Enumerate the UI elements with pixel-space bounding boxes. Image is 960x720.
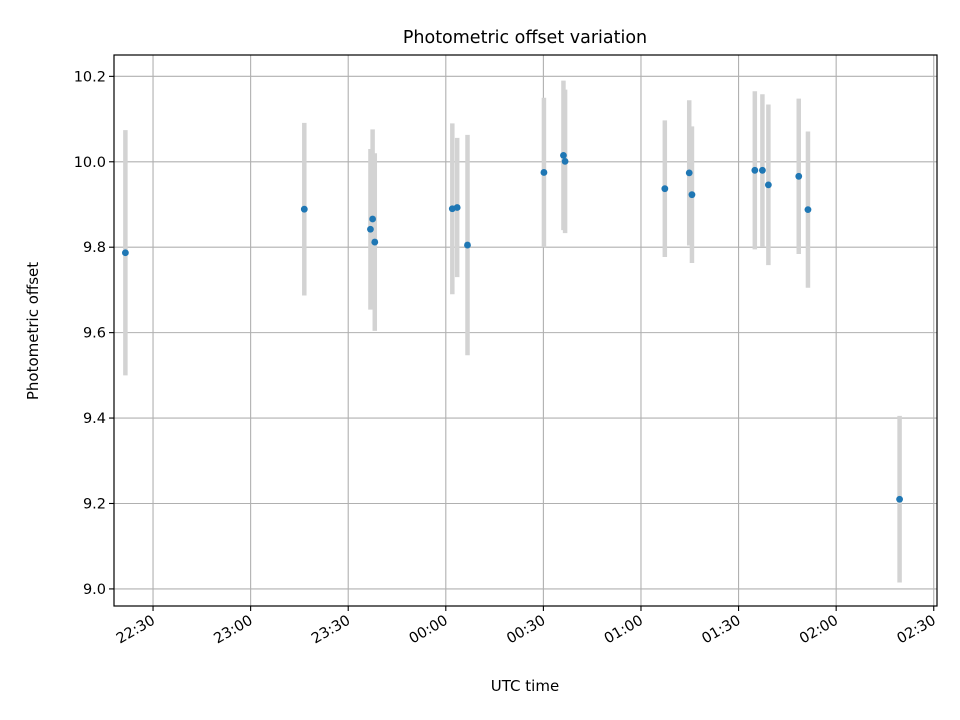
data-point bbox=[300, 205, 308, 213]
y-tick-label: 10.2 bbox=[74, 69, 106, 85]
data-point bbox=[561, 157, 569, 165]
data-points bbox=[121, 151, 903, 503]
data-point bbox=[369, 215, 377, 223]
y-tick-label: 9.2 bbox=[83, 496, 106, 512]
data-point bbox=[759, 166, 766, 174]
y-tick-label: 9.6 bbox=[83, 326, 106, 342]
data-point bbox=[661, 185, 669, 193]
data-point bbox=[367, 225, 374, 233]
data-point bbox=[464, 241, 471, 249]
y-tick-label: 9.0 bbox=[83, 582, 106, 598]
data-point bbox=[751, 166, 759, 174]
y-tick-label: 10.0 bbox=[74, 155, 106, 171]
data-point bbox=[453, 204, 461, 211]
data-point bbox=[685, 169, 693, 177]
y-axis-ticks: 9.0 9.2 9.4 9.6 9.8 10.0 10.2 bbox=[74, 69, 114, 598]
chart-title: Photometric offset variation bbox=[403, 28, 647, 48]
y-tick-label: 9.4 bbox=[83, 411, 106, 427]
y-axis-label: Photometric offset bbox=[24, 262, 42, 400]
data-point bbox=[560, 151, 567, 159]
data-point bbox=[688, 191, 696, 199]
data-point bbox=[371, 238, 379, 246]
plot-frame bbox=[113, 54, 938, 607]
data-point bbox=[795, 172, 803, 180]
data-point bbox=[896, 495, 903, 503]
data-point bbox=[764, 181, 772, 189]
data-point bbox=[804, 206, 812, 214]
data-point bbox=[121, 249, 129, 257]
data-point bbox=[540, 169, 548, 176]
y-tick-label: 9.8 bbox=[83, 240, 106, 256]
x-axis-label: UTC time bbox=[491, 677, 559, 695]
